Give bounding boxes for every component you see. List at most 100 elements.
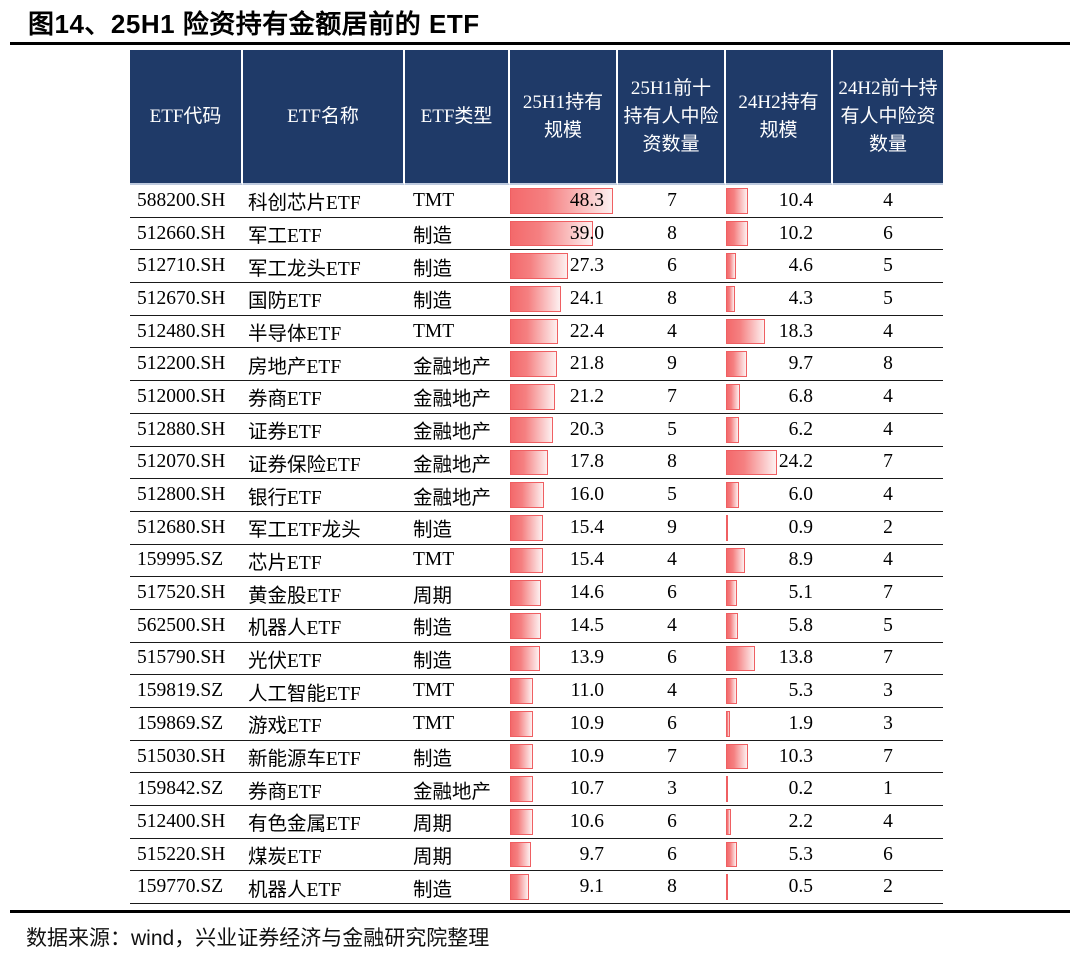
- cell-25h1-count: 7: [667, 385, 677, 407]
- cell-24h2-scale: 5.3: [726, 675, 833, 707]
- data-bar-25h1: [510, 743, 534, 770]
- data-source-note: 数据来源：wind，兴业证券经济与金融研究院整理: [26, 927, 490, 950]
- cell-etf-code: 512400.SH: [137, 810, 226, 832]
- cell-24h2-count: 7: [883, 745, 893, 767]
- data-bar-25h1: [510, 776, 533, 803]
- data-bar-24h2: [726, 645, 756, 672]
- cell-25h1-scale: 14.6: [510, 577, 618, 609]
- data-bar-24h2: [726, 841, 738, 868]
- table-row: 512070.SH 证券保险ETF 金融地产 17.8 8 24.2 7: [130, 447, 943, 480]
- cell-etf-type: 制造: [413, 618, 453, 640]
- table-row: 159770.SZ 机器人ETF 制造 9.1 8 0.5 2: [130, 871, 943, 905]
- cell-24h2-count: 8: [883, 353, 893, 375]
- table-row: 512670.SH 国防ETF 制造 24.1 8 4.3 5: [130, 283, 943, 316]
- value-25h1-scale: 9.1: [579, 876, 604, 898]
- header-etf-name: ETF名称: [243, 50, 405, 185]
- data-bar-25h1: [510, 841, 531, 868]
- table-row: 512680.SH 军工ETF龙头 制造 15.4 9 0.9 2: [130, 512, 943, 545]
- cell-25h1-count: 7: [667, 189, 677, 211]
- value-25h1-scale: 10.7: [569, 778, 604, 800]
- table-row: 588200.SH 科创芯片ETF TMT 48.3 7 10.4 4: [130, 185, 943, 218]
- cell-etf-code: 512000.SH: [137, 385, 226, 407]
- cell-etf-code: 512800.SH: [137, 484, 226, 506]
- value-24h2-scale: 2.2: [788, 810, 813, 832]
- cell-24h2-count: 3: [883, 712, 893, 734]
- value-24h2-scale: 9.7: [788, 353, 813, 375]
- data-bar-25h1: [510, 580, 542, 606]
- table-row: 512660.SH 军工ETF 制造 39.0 8 10.2 6: [130, 218, 943, 251]
- cell-25h1-count: 6: [667, 810, 677, 832]
- cell-25h1-scale: 13.9: [510, 643, 618, 675]
- cell-24h2-count: 7: [883, 582, 893, 604]
- cell-etf-name: 有色金属ETF: [248, 814, 361, 836]
- cell-etf-type: 金融地产: [413, 422, 492, 444]
- data-bar-25h1: [510, 547, 543, 574]
- cell-etf-code: 517520.SH: [137, 582, 226, 604]
- data-bar-24h2: [726, 514, 728, 541]
- cell-etf-code: 512660.SH: [137, 222, 226, 244]
- cell-etf-code: 512200.SH: [137, 353, 226, 375]
- data-bar-24h2: [726, 253, 736, 280]
- cell-24h2-count: 5: [883, 287, 893, 309]
- cell-25h1-scale: 10.9: [510, 708, 618, 740]
- value-24h2-scale: 0.2: [788, 778, 813, 800]
- data-bar-24h2: [726, 351, 747, 378]
- cell-24h2-scale: 5.8: [726, 610, 833, 642]
- cell-24h2-count: 4: [883, 189, 893, 211]
- value-24h2-scale: 10.2: [778, 222, 813, 244]
- cell-25h1-scale: 10.7: [510, 773, 618, 805]
- cell-25h1-count: 4: [667, 549, 677, 571]
- value-24h2-scale: 4.3: [788, 287, 813, 309]
- cell-25h1-count: 6: [667, 843, 677, 865]
- cell-etf-type: 制造: [413, 291, 453, 313]
- cell-etf-name: 券商ETF: [248, 389, 322, 411]
- cell-25h1-count: 6: [667, 647, 677, 669]
- cell-24h2-scale: 0.9: [726, 512, 833, 544]
- cell-etf-name: 证券ETF: [248, 422, 322, 444]
- cell-24h2-count: 6: [883, 222, 893, 244]
- data-bar-24h2: [726, 743, 748, 770]
- cell-etf-name: 科创芯片ETF: [248, 193, 361, 215]
- cell-24h2-scale: 18.3: [726, 316, 833, 348]
- cell-etf-type: 金融地产: [413, 487, 492, 509]
- data-bar-24h2: [726, 384, 741, 410]
- table-row: 512710.SH 军工龙头ETF 制造 27.3 6 4.6 5: [130, 250, 943, 284]
- data-bar-25h1: [510, 482, 545, 508]
- data-bar-25h1: [510, 286, 562, 312]
- value-24h2-scale: 10.4: [778, 189, 813, 211]
- header-25h1-scale: 25H1持有规模: [510, 50, 618, 185]
- value-25h1-scale: 14.6: [569, 582, 604, 604]
- value-24h2-scale: 6.0: [788, 484, 813, 506]
- value-25h1-scale: 24.1: [569, 287, 604, 309]
- cell-25h1-count: 9: [667, 353, 677, 375]
- data-bar-25h1: [510, 220, 594, 247]
- cell-24h2-scale: 10.2: [726, 218, 833, 250]
- table-row: 512400.SH 有色金属ETF 周期 10.6 6 2.2 4: [130, 806, 943, 839]
- cell-etf-name: 新能源车ETF: [248, 749, 361, 771]
- cell-25h1-scale: 16.0: [510, 479, 618, 511]
- data-bar-25h1: [510, 384, 556, 410]
- cell-25h1-scale: 10.9: [510, 741, 618, 773]
- cell-25h1-scale: 15.4: [510, 512, 618, 544]
- bottom-rule: [10, 910, 1070, 913]
- data-bar-24h2: [726, 776, 728, 803]
- cell-25h1-count: 4: [667, 320, 677, 342]
- value-25h1-scale: 39.0: [569, 222, 604, 244]
- cell-25h1-count: 8: [667, 222, 677, 244]
- cell-25h1-count: 8: [667, 287, 677, 309]
- data-bar-24h2: [726, 874, 728, 901]
- cell-24h2-scale: 5.3: [726, 839, 833, 871]
- data-bar-25h1: [510, 351, 557, 378]
- cell-25h1-count: 8: [667, 876, 677, 898]
- cell-25h1-scale: 39.0: [510, 218, 618, 250]
- data-bar-24h2: [726, 580, 737, 606]
- cell-24h2-count: 5: [883, 255, 893, 277]
- table-row: 512880.SH 证券ETF 金融地产 20.3 5 6.2 4: [130, 414, 943, 447]
- cell-24h2-scale: 5.1: [726, 577, 833, 609]
- value-25h1-scale: 15.4: [569, 516, 604, 538]
- cell-etf-name: 半导体ETF: [248, 324, 342, 346]
- value-25h1-scale: 13.9: [569, 647, 604, 669]
- data-bar-24h2: [726, 711, 731, 737]
- table-row: 515030.SH 新能源车ETF 制造 10.9 7 10.3 7: [130, 741, 943, 774]
